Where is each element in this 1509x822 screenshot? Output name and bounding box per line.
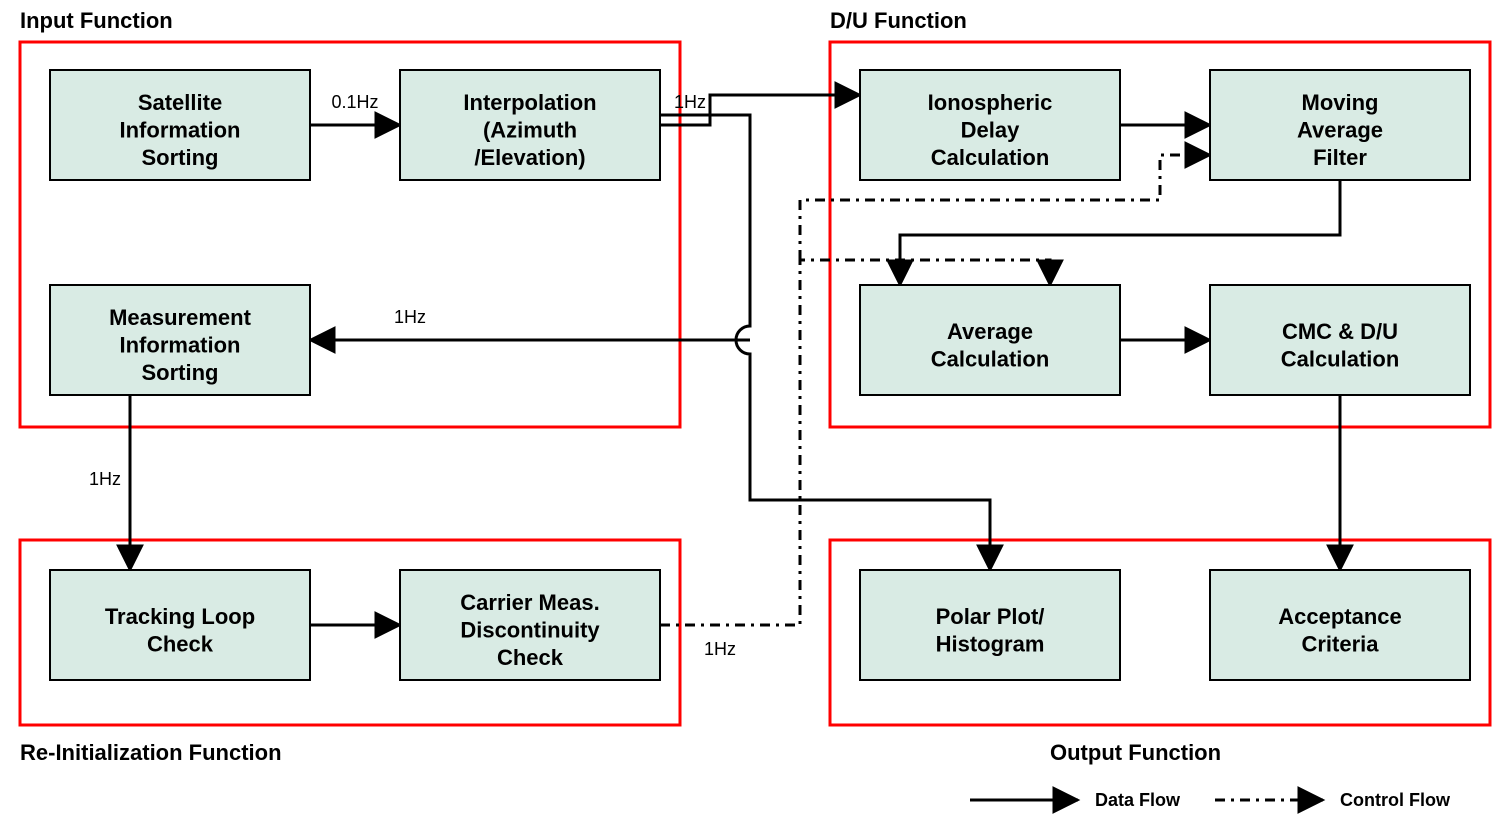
node-iono-label-1: Delay <box>961 118 1020 143</box>
node-movavg-label-1: Average <box>1297 118 1383 143</box>
node-avgcalc-label-1: Calculation <box>931 346 1050 371</box>
group-title-input: Input Function <box>20 8 173 33</box>
node-cmc-label-1: Calculation <box>1281 346 1400 371</box>
node-satinfo-label-0: Satellite <box>138 90 222 115</box>
edge-label-e10: 1Hz <box>704 639 736 659</box>
node-polar-label-0: Polar Plot/ <box>936 604 1045 629</box>
legend-label-control-flow: Control Flow <box>1340 790 1451 810</box>
node-avgcalc-label-0: Average <box>947 319 1033 344</box>
edge-label-e2: 1Hz <box>394 307 426 327</box>
node-interp-label-2: /Elevation) <box>474 145 585 170</box>
node-interp-label-0: Interpolation <box>463 90 596 115</box>
node-accept-label-0: Acceptance <box>1278 604 1402 629</box>
node-iono-label-0: Ionospheric <box>928 90 1053 115</box>
node-carrier-label-0: Carrier Meas. <box>460 590 599 615</box>
node-satinfo-label-2: Sorting <box>142 145 219 170</box>
group-title-du: D/U Function <box>830 8 967 33</box>
node-polar-label-1: Histogram <box>936 631 1045 656</box>
node-accept-label-1: Criteria <box>1301 631 1379 656</box>
node-cmc-label-0: CMC & D/U <box>1282 319 1398 344</box>
node-trackloop-label-0: Tracking Loop <box>105 604 255 629</box>
node-movavg-label-2: Filter <box>1313 145 1367 170</box>
group-title-reinit: Re-Initialization Function <box>20 740 282 765</box>
node-measinfo-label-1: Information <box>120 333 241 358</box>
node-measinfo-label-2: Sorting <box>142 360 219 385</box>
node-movavg-label-0: Moving <box>1302 90 1379 115</box>
edge-label-e4: 1Hz <box>89 469 121 489</box>
edge-label-e3: 1Hz <box>674 92 706 112</box>
flowchart-diagram: 0.1Hz1Hz1Hz1Hz1HzSatelliteInformationSor… <box>0 0 1509 822</box>
node-satinfo-label-1: Information <box>120 118 241 143</box>
node-measinfo-label-0: Measurement <box>109 305 252 330</box>
node-iono-label-2: Calculation <box>931 145 1050 170</box>
node-carrier-label-1: Discontinuity <box>460 618 600 643</box>
node-carrier-label-2: Check <box>497 645 564 670</box>
edge-e7 <box>900 180 1340 285</box>
legend-label-data-flow: Data Flow <box>1095 790 1181 810</box>
node-interp-label-1: (Azimuth <box>483 118 577 143</box>
group-title-output: Output Function <box>1050 740 1221 765</box>
node-trackloop-label-1: Check <box>147 631 214 656</box>
edge-label-e1: 0.1Hz <box>331 92 378 112</box>
